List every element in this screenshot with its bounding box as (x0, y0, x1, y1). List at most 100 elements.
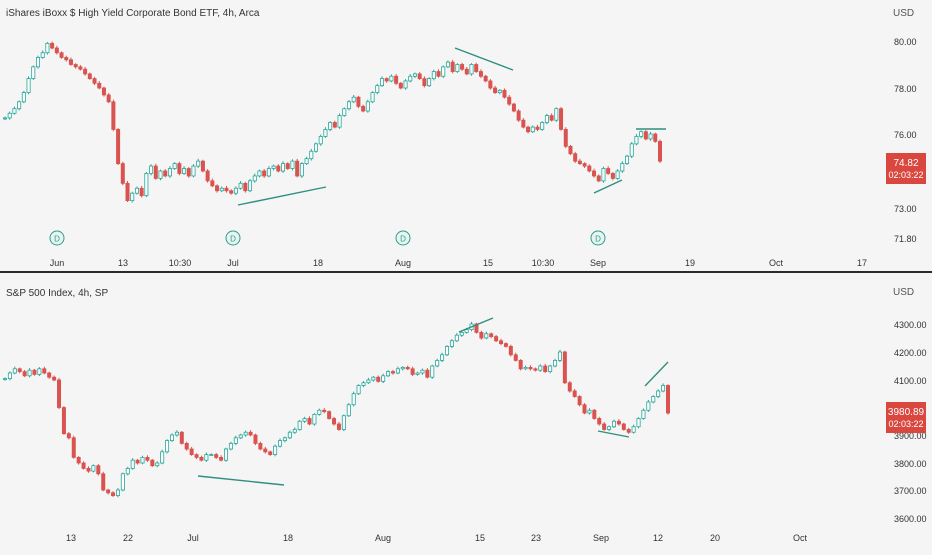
pane1-candle-body (450, 61, 455, 72)
pane2-candle-body (37, 368, 42, 375)
pane1-candle-body (497, 89, 502, 94)
pane2-candle-body (626, 429, 631, 433)
pane1-candle-body (35, 57, 40, 68)
pane2-candle-body (361, 382, 366, 386)
pane2-candle-body (86, 467, 91, 472)
pane1-price-tag-bg (886, 153, 926, 184)
pane2-x-tick-label: 23 (531, 533, 541, 543)
pane2-candle-body (165, 440, 170, 453)
pane1-candle-body (403, 80, 408, 89)
pane2-candle-body (656, 390, 661, 397)
pane1-candle-body (337, 115, 342, 128)
pane2-candle-body (3, 378, 8, 381)
pane2-candle-body (484, 333, 489, 339)
pane1-candle-body (342, 108, 347, 116)
pane1-candle-body (474, 64, 479, 72)
pane1-candle-body (314, 143, 319, 152)
pane2-x-tick-label: Sep (593, 533, 609, 543)
pane1-candle-body (271, 165, 276, 169)
pane1-candle-body (417, 73, 422, 80)
pane2-candle-body (179, 431, 184, 444)
pane2-candle-body (169, 434, 174, 441)
pane2-candle-body (312, 413, 317, 425)
pane2-candle-body (592, 409, 597, 419)
pane1-candle-body (130, 192, 135, 201)
pane1-x-tick-label: Jun (50, 258, 65, 268)
pane1-candle-body (281, 163, 286, 172)
pane1-candle-body (530, 126, 535, 133)
pane2-candle-body (332, 418, 337, 425)
pane2-candle-body (371, 376, 376, 381)
pane2-candle-body (636, 418, 641, 428)
pane1-candle-body (540, 122, 545, 130)
pane2-candle-body (489, 333, 494, 337)
pane1-candle-body (422, 78, 427, 87)
pane1-candle-body (97, 82, 102, 89)
pane1-candle-body (549, 115, 554, 121)
pane2-x-tick-label: 20 (710, 533, 720, 543)
pane2-candle-body (66, 433, 71, 439)
pane2-candle-body (52, 376, 57, 381)
pane2-y-tick-label: 4200.00 (894, 348, 927, 358)
pane1-candle-body (620, 163, 625, 172)
pane2-candle-body (297, 420, 302, 430)
pane2-candle-body (273, 445, 278, 456)
pane1-candle-body (7, 112, 12, 119)
pane2-candle-body (219, 456, 224, 461)
pane1-candle-body (625, 155, 630, 164)
pane2-candle-body (268, 451, 273, 455)
pane1-candle-body (243, 182, 248, 192)
pane1-candle-body (592, 170, 597, 177)
pane1-y-tick-label: 80.00 (894, 37, 917, 47)
pane2-candle-body (572, 390, 577, 397)
pane1-last-price: 74.82 (893, 158, 918, 169)
pane2-x-tick-label: Aug (375, 533, 391, 543)
pane1-candle-body (502, 89, 507, 98)
pane2-candle-body (548, 365, 553, 372)
pane2-candle-body (381, 375, 386, 382)
dividend-marker-label: D (230, 235, 236, 244)
pane1-candle-body (120, 163, 125, 184)
pane2-candle-body (390, 371, 395, 374)
pane1-candle-body (573, 153, 578, 162)
pane1-y-tick-label: 73.00 (894, 204, 917, 214)
pane2-candle-body (444, 345, 449, 356)
pane2-candle-body (454, 334, 459, 342)
pane1-candle-body (346, 101, 351, 110)
pane2-candle-body (199, 456, 204, 461)
pane1-candle-body (116, 128, 121, 164)
pane1-candle-body (309, 150, 314, 160)
pane1-candle-body (50, 42, 55, 49)
pane2-y-tick-label: 3600.00 (894, 514, 927, 524)
pane2-x-tick-label: Oct (793, 533, 808, 543)
pane2-candle-body (631, 426, 636, 433)
pane2-candle-body (189, 448, 194, 455)
pane1-candle-body (544, 115, 549, 123)
pane1-candle-body (163, 170, 168, 177)
pane1-candle-body (177, 163, 182, 174)
pane1-trendline (454, 47, 514, 71)
pane2-candle-body (420, 369, 425, 374)
pane2-candle-body (513, 354, 518, 361)
pane2-candle-body (366, 379, 371, 384)
pane2-candle-body (47, 372, 52, 378)
pane1-candle-body (92, 78, 97, 84)
pane1-candle-body (384, 78, 389, 82)
pane1-candle-body (299, 163, 304, 177)
pane1-candle-body (351, 96, 356, 103)
pane1-candle-body (516, 110, 521, 121)
pane1-x-tick-label: 13 (118, 258, 128, 268)
pane2-candle-body (125, 467, 130, 475)
pane2-candle-body (582, 404, 587, 414)
pane2-candle-body (616, 420, 621, 425)
pane1-y-tick-label: 78.00 (894, 84, 917, 94)
pane1-y-tick-label: 71.80 (894, 234, 917, 244)
pane2-candle-body (395, 368, 400, 374)
pane2-price-tag: 3980.89 02:03:22 (886, 402, 926, 433)
pane1-candle-body (361, 106, 366, 112)
pane1-currency: USD (893, 8, 914, 19)
pane1-candle-body (64, 57, 69, 61)
pane2-candle-body (145, 456, 150, 461)
pane2-candle-body (258, 442, 263, 450)
